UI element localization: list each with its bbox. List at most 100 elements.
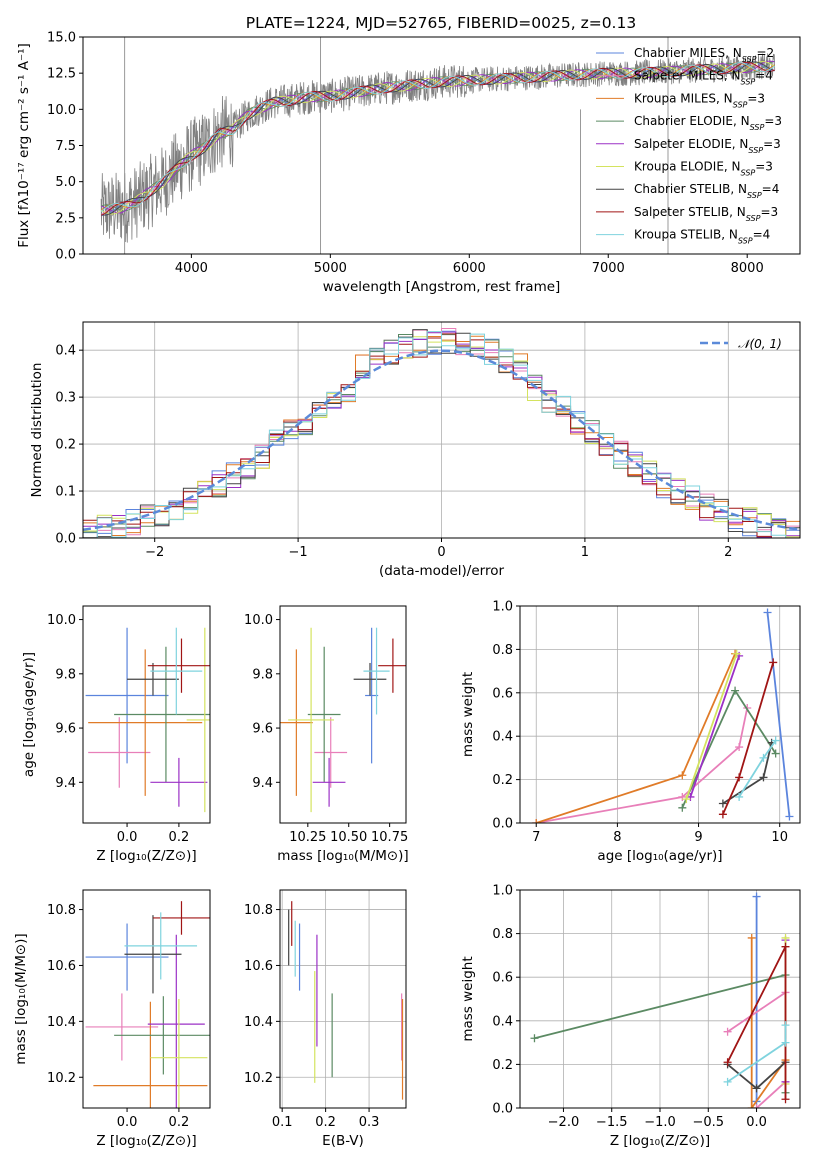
weight-marker xyxy=(763,608,772,617)
x-tick-label: 0.0 xyxy=(117,830,138,845)
weight-marker xyxy=(781,942,790,951)
spectrum-title: PLATE=1224, MJD=52765, FIBERID=0025, z=0… xyxy=(246,14,636,32)
y-tick-label: 10.4 xyxy=(244,1015,273,1030)
legend-entry: Chabrier ELODIE, NSSP=3 xyxy=(634,114,782,132)
x-axis-label: (data-model)/error xyxy=(379,563,505,579)
x-axis-label: Z [log₁₀(Z/Z⊙)] xyxy=(610,1133,710,1149)
x-tick-label: 5000 xyxy=(314,261,347,276)
plot-area-mass_age xyxy=(280,627,406,813)
axes-frame xyxy=(82,36,801,255)
panel-spectrum: 4000 5000 6000 7000 8000 0.0 2.5 5.0 7.5 10.0 12.5… xyxy=(16,31,801,295)
y-tick-label: 10.2 xyxy=(47,1071,76,1086)
weight-marker xyxy=(785,812,794,821)
weight-marker xyxy=(771,749,780,758)
axes-frame xyxy=(519,889,801,1109)
legend-entry: Chabrier STELIB, NSSP=4 xyxy=(634,182,779,200)
weight-marker xyxy=(723,1058,732,1067)
y-tick-label: 9.8 xyxy=(252,667,273,682)
weight-marker xyxy=(781,1021,790,1030)
weight-marker xyxy=(781,1038,790,1047)
panel-age_weight: 7 8 9 10 0.0 0.2 0.4 0.6 0.8 1.0 age [log₁₀(age/yr… xyxy=(460,600,801,864)
y-tick-label: 0.2 xyxy=(55,438,76,453)
axes-frame xyxy=(82,321,801,539)
weight-line xyxy=(738,739,777,798)
weight-marker xyxy=(682,795,691,804)
weight-marker xyxy=(718,799,727,808)
x-tick-label: 10.75 xyxy=(371,830,408,845)
y-axis-label: age [log₁₀(age/yr)] xyxy=(21,652,37,777)
y-tick-label: 0.8 xyxy=(492,927,513,942)
y-tick-label: 0.2 xyxy=(492,1058,513,1073)
legend-entry: Salpeter ELODIE, NSSP=3 xyxy=(634,137,781,155)
weight-line xyxy=(689,655,740,798)
x-axis-label: Z [log₁₀(Z/Z⊙)] xyxy=(96,1133,196,1149)
weight-line xyxy=(750,938,787,1108)
model-spectrum-line xyxy=(100,62,775,212)
x-tick-label: 8 xyxy=(613,830,621,845)
y-tick-label: 7.5 xyxy=(55,139,76,154)
y-axis-label: mass weight xyxy=(460,672,476,757)
plot-area-residuals xyxy=(83,328,800,538)
y-tick-label: 10.4 xyxy=(47,1015,76,1030)
x-tick-label: 0.0 xyxy=(117,1115,138,1130)
x-axis-label: mass [log₁₀(M/M⊙)] xyxy=(277,848,408,864)
plot-area-spectrum xyxy=(100,37,776,254)
x-tick-label: 8000 xyxy=(731,261,764,276)
x-axis-label: Z [log₁₀(Z/Z⊙)] xyxy=(96,848,196,864)
weight-line xyxy=(681,688,777,809)
y-tick-label: 2.5 xyxy=(55,211,76,226)
y-tick-label: 12.5 xyxy=(47,67,76,82)
plot-area-age_weight xyxy=(532,608,794,823)
weight-marker xyxy=(678,792,687,801)
x-tick-label: 2 xyxy=(724,545,732,560)
weight-marker xyxy=(759,753,768,762)
x-tick-label: 0.2 xyxy=(315,1115,336,1130)
x-tick-label: 6000 xyxy=(453,261,486,276)
x-tick-label: 0.2 xyxy=(169,830,190,845)
y-tick-label: 1.0 xyxy=(492,884,513,899)
weight-marker xyxy=(723,1027,732,1036)
panel-z_mass: 0.0 0.2 10.2 10.4 10.6 10.8 Z [log₁₀(Z/Z⊙)] mas… xyxy=(13,889,211,1149)
y-tick-label: 9.4 xyxy=(252,776,273,791)
y-tick-label: 10.8 xyxy=(47,903,76,918)
weight-marker xyxy=(752,892,761,901)
y-tick-label: 0.3 xyxy=(55,391,76,406)
x-tick-label: 0.0 xyxy=(746,1115,767,1130)
y-axis-label: mass [log₁₀(M/M⊙)] xyxy=(13,933,29,1064)
x-tick-label: 7000 xyxy=(592,261,625,276)
x-tick-label: 4000 xyxy=(175,261,208,276)
panel-ebv_mass: 0.1 0.2 0.3 10.2 10.4 10.6 10.8 E(B-V) xyxy=(244,889,407,1149)
y-tick-label: 0.6 xyxy=(492,686,513,701)
weight-line xyxy=(766,612,791,817)
y-tick-label: 0.6 xyxy=(492,971,513,986)
weight-marker xyxy=(678,771,687,780)
weight-marker xyxy=(735,743,744,752)
axes-frame xyxy=(279,889,407,1109)
y-axis-label: Flux [fλ10⁻¹⁷ erg cm⁻² s⁻¹ A⁻¹] xyxy=(16,43,32,248)
panel-z_age: 0.0 0.2 9.4 9.6 9.8 10.0 Z [log₁₀(Z/Z⊙)] age [l… xyxy=(21,605,211,864)
y-tick-label: 0.4 xyxy=(492,1014,513,1029)
weight-marker xyxy=(747,933,756,942)
y-tick-label: 10.6 xyxy=(47,959,76,974)
x-tick-label: 7 xyxy=(532,830,540,845)
x-tick-label: 0.2 xyxy=(169,1115,190,1130)
x-tick-label: 10.50 xyxy=(330,830,367,845)
weight-marker xyxy=(771,736,780,745)
y-tick-label: 10.0 xyxy=(47,103,76,118)
y-tick-label: 0.0 xyxy=(55,248,76,263)
axes-frame xyxy=(82,889,211,1109)
weight-marker xyxy=(781,1095,790,1104)
x-tick-label: −1.5 xyxy=(596,1115,628,1130)
y-tick-label: 10.0 xyxy=(244,613,273,628)
observed-spectrum xyxy=(100,53,776,243)
y-tick-label: 0.1 xyxy=(55,485,76,500)
weight-marker xyxy=(530,1034,539,1043)
y-tick-label: 9.6 xyxy=(55,722,76,737)
x-tick-label: −0.5 xyxy=(692,1115,724,1130)
x-tick-label: 10 xyxy=(771,830,788,845)
y-tick-label: 10.0 xyxy=(47,613,76,628)
panel-residuals: −2 −1 0 1 2 0.0 0.1 0.2 0.3 0.4 (data-model)/error… xyxy=(29,321,801,579)
weight-marker xyxy=(723,1077,732,1086)
axes-frame xyxy=(519,605,801,824)
